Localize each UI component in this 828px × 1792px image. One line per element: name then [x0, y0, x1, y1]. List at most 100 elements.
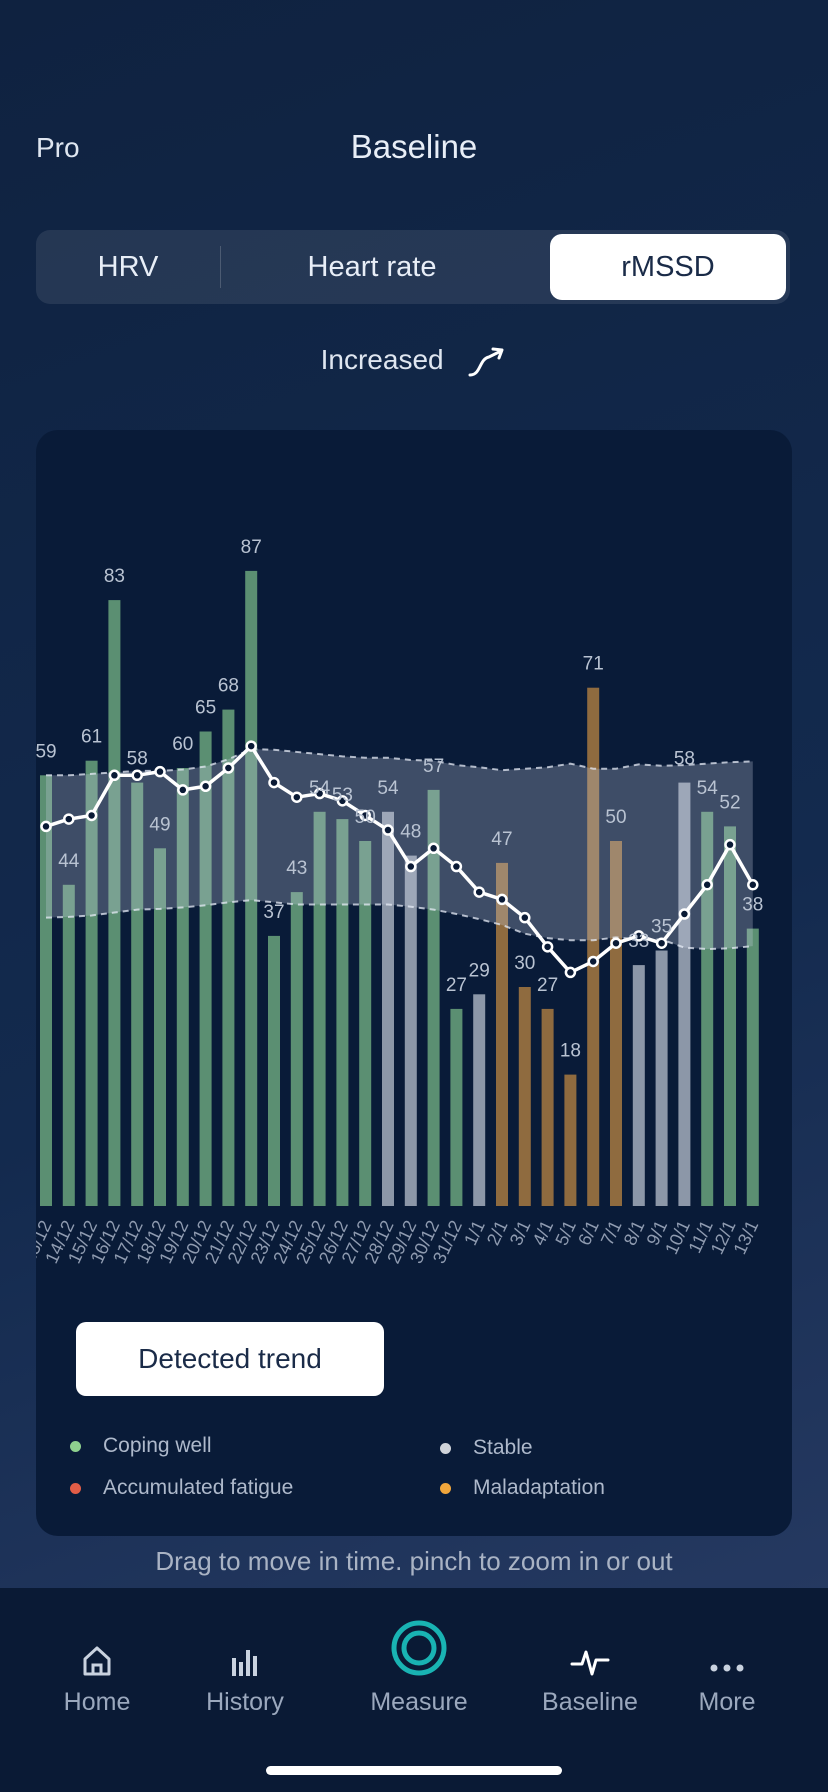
chart-card: 59 44 61 83 58 49 60 65 68 87 37 43 54 53 50 54 48 57 27 29… [36, 430, 792, 1536]
chart-bar [290, 892, 303, 1206]
chart-bar [359, 841, 372, 1206]
value-label: 54 [697, 778, 719, 799]
value-label: 54 [309, 778, 331, 799]
metric-segmented-control: HRV Heart rate rMSSD [36, 230, 790, 304]
page-title: Baseline [350, 128, 478, 165]
nav-history[interactable]: History [175, 1628, 315, 1717]
legend-maladaptation: Maladaptation [440, 1476, 605, 1500]
trend-point [268, 776, 280, 789]
value-label: 18 [560, 1041, 581, 1062]
chart-bar [40, 775, 52, 1206]
x-tick-label: 8/1 [620, 1217, 649, 1248]
legend-accumulated-fatigue: Accumulated fatigue [70, 1476, 293, 1500]
trend-point [131, 769, 143, 782]
value-label: 35 [651, 917, 672, 938]
trend-point [154, 765, 166, 778]
trend-point [336, 795, 349, 807]
value-label: 83 [104, 566, 125, 587]
baseline-upper-line [46, 748, 753, 777]
chart-bar [746, 928, 759, 1206]
legend-dot-fatigue [70, 1482, 81, 1494]
trend-point [724, 838, 736, 851]
home-indicator [266, 1766, 562, 1775]
value-label: 50 [355, 807, 376, 828]
chart-bar [108, 600, 121, 1206]
chart-bar [587, 687, 600, 1206]
chart-bar [610, 841, 622, 1206]
trend-point [63, 813, 75, 825]
value-label: 58 [674, 749, 695, 770]
pulse-icon [570, 1650, 610, 1676]
value-label: 43 [286, 858, 307, 879]
trend-point [222, 762, 235, 774]
tab-heart-rate[interactable]: Heart rate [307, 251, 437, 283]
trend-point [199, 780, 212, 792]
chart-bar [564, 1074, 577, 1206]
nav-measure[interactable]: Measure [349, 1616, 489, 1717]
x-tick-label: 7/1 [597, 1217, 626, 1248]
trend-point [291, 791, 303, 803]
tab-hrv[interactable]: HRV [97, 251, 159, 283]
pro-label[interactable]: Pro [36, 132, 80, 163]
trend-point [85, 809, 98, 822]
chart-bar [518, 987, 531, 1206]
legend-label: Stable [473, 1436, 533, 1459]
value-label: 65 [195, 698, 216, 719]
chart-bar [268, 935, 280, 1206]
chart-bar [154, 848, 166, 1206]
bottom-nav: Home History Measure Baseline [0, 1588, 828, 1792]
value-label: 71 [583, 654, 604, 675]
chart-bar [724, 826, 736, 1206]
x-tick-label: 3/1 [506, 1217, 535, 1248]
nav-measure-label: Measure [370, 1688, 468, 1716]
value-label: 48 [400, 822, 421, 843]
nav-home-label: Home [63, 1688, 131, 1716]
chart-bar [313, 811, 326, 1206]
chart-bar [678, 782, 691, 1206]
trend-label: Increased [320, 344, 444, 375]
trend-point [701, 879, 713, 891]
value-label: 44 [58, 851, 80, 872]
nav-more-label: More [698, 1688, 756, 1716]
bar-chart-icon [232, 1650, 257, 1676]
trend-point [245, 740, 257, 752]
value-label: 37 [263, 902, 284, 923]
x-tick-label: 2/1 [483, 1217, 512, 1248]
x-tick-label: 4/1 [529, 1217, 558, 1248]
measure-ring-icon [391, 1620, 447, 1676]
trend-indicator: Increased [0, 344, 828, 379]
value-label: 52 [719, 792, 740, 813]
nav-baseline[interactable]: Baseline [520, 1628, 660, 1717]
detected-trend-button[interactable]: Detected trend [76, 1322, 384, 1396]
trend-point [633, 930, 645, 942]
tab-divider [220, 246, 221, 288]
chart-bar [62, 884, 75, 1206]
legend-coping-well: Coping well [70, 1434, 212, 1458]
chart-bar [85, 760, 98, 1206]
trend-point [359, 809, 371, 822]
trend-point [427, 842, 440, 855]
value-label: 59 [36, 741, 57, 762]
legend-label: Coping well [103, 1434, 212, 1457]
trend-point [678, 908, 691, 920]
trend-point [108, 769, 121, 782]
trend-point [587, 955, 599, 968]
trend-point [450, 860, 463, 873]
nav-home[interactable]: Home [27, 1628, 167, 1717]
more-dots-icon [710, 1664, 744, 1672]
legend-dot-maladaptation [440, 1482, 451, 1494]
chart-bar [382, 811, 394, 1206]
value-label: 87 [241, 537, 262, 558]
value-label: 54 [377, 778, 399, 799]
chart-bar [222, 709, 235, 1206]
tab-rmssd[interactable]: rMSSD [550, 234, 786, 300]
nav-more[interactable]: More [657, 1628, 797, 1717]
value-label: 61 [81, 727, 102, 748]
chart-bar [404, 855, 417, 1206]
chart-bar [427, 789, 440, 1206]
chart-bar [245, 570, 258, 1206]
value-label: 30 [514, 953, 535, 974]
value-label: 57 [423, 756, 444, 777]
gesture-hint: Drag to move in time. pinch to zoom in o… [155, 1546, 673, 1576]
